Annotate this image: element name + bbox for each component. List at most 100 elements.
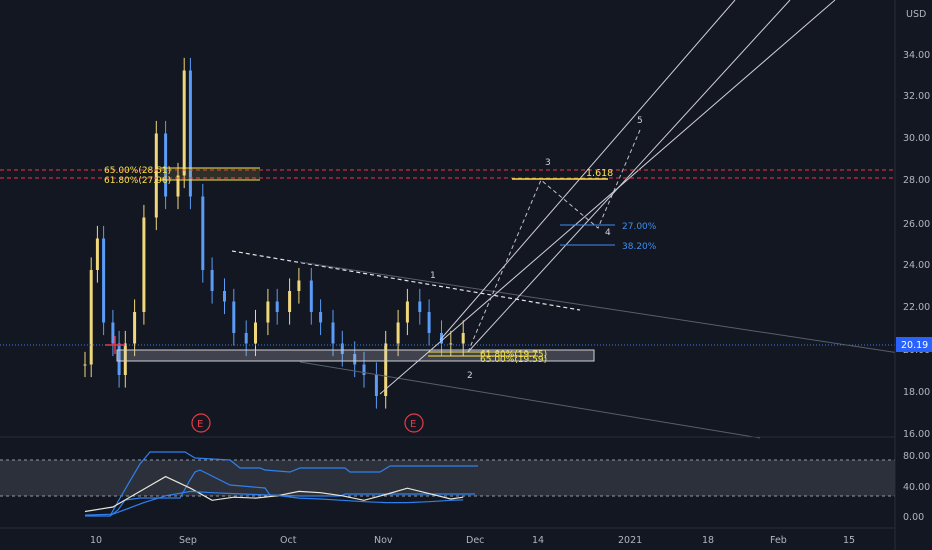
- oscillator-signal-line: [84, 490, 464, 516]
- candle-body: [362, 364, 366, 375]
- fib-lower-label-1: 61.80%(19.75): [480, 350, 547, 360]
- fib-mid-label-1: 27.00%: [622, 222, 657, 232]
- wave-label-1: 1: [430, 271, 436, 281]
- x-tick-label: Feb: [770, 535, 787, 546]
- candle-body: [102, 238, 106, 323]
- x-tick-label: Oct: [280, 535, 297, 546]
- candle-body: [142, 217, 146, 312]
- x-tick-label: Nov: [374, 535, 393, 546]
- earnings-label-1: E: [197, 419, 203, 430]
- osc-tick-label: 80.00: [903, 451, 930, 462]
- x-tick-label: 15: [843, 535, 855, 546]
- candle-body: [164, 133, 168, 197]
- candle-body: [154, 133, 158, 218]
- fib-ext-label: 1.618: [586, 168, 613, 179]
- candle-body: [117, 343, 121, 375]
- fib-upper-label-1: 65.00%(28.51): [104, 166, 171, 176]
- last-price-value: 20.19: [901, 340, 928, 351]
- candle-body: [297, 280, 301, 291]
- wave-label-3: 3: [545, 158, 551, 168]
- price-series: [83, 57, 465, 409]
- candle-body: [244, 333, 248, 344]
- oscillator-channel-lower: [109, 469, 475, 517]
- x-tick-label: Dec: [466, 535, 484, 546]
- candle-body: [340, 343, 344, 354]
- last-price-badge: [896, 337, 932, 352]
- channel-upper-line[interactable]: [379, 0, 836, 395]
- channel-mid-line[interactable]: [467, 0, 791, 353]
- oscillator-channel-upper: [85, 451, 478, 517]
- y-tick-label: 30.00: [903, 133, 930, 144]
- osc-tick-label: 40.00: [903, 482, 930, 493]
- candle-body: [353, 354, 357, 365]
- y-tick-label: 28.00: [903, 175, 930, 186]
- y-tick-label: 22.00: [903, 302, 930, 313]
- osc-tick-label: 0.00: [903, 512, 924, 523]
- candle-body: [111, 322, 115, 344]
- long-trendline-lower[interactable]: [299, 361, 761, 439]
- candle-body: [405, 301, 409, 323]
- elliott-projection-path[interactable]: [467, 129, 641, 353]
- oscillator-main-line: [84, 475, 464, 513]
- fib-upper-label-2: 61.80%(27.96): [104, 176, 171, 186]
- x-tick-label: 2021: [618, 535, 642, 546]
- candle-body: [232, 301, 236, 333]
- crosshair-marker: [105, 336, 125, 354]
- candle-body: [188, 70, 192, 197]
- candle-body: [418, 301, 422, 312]
- x-tick-label: 14: [532, 535, 544, 546]
- candle-body: [176, 175, 180, 197]
- x-tick-label: Sep: [179, 535, 197, 546]
- wave-label-5: 5: [637, 116, 643, 126]
- candle-body: [182, 70, 186, 176]
- resistance-dashed-trendline[interactable]: [231, 250, 581, 311]
- candle-body: [275, 301, 279, 312]
- candle-body: [133, 312, 137, 344]
- fib-upper-zone: [160, 168, 260, 180]
- wave-label-2: 2: [467, 371, 473, 381]
- candle-body: [331, 322, 335, 344]
- fib-mid-label-2: 38.20%: [622, 242, 657, 252]
- annotation-labels: 65.00%(28.51) 61.80%(27.96) 1.618 61.80%…: [104, 116, 657, 433]
- price-pane[interactable]: [0, 57, 895, 409]
- candle-body: [461, 333, 465, 344]
- channel-top-line[interactable]: [439, 0, 736, 341]
- y-tick-label: 32.00: [903, 91, 930, 102]
- fib-lower-label-2: 65.00%(19.59): [480, 355, 547, 365]
- x-tick-label: 10: [90, 535, 102, 546]
- support-zone-rect[interactable]: [116, 349, 595, 362]
- drawing-tools[interactable]: [0, 0, 932, 439]
- candle-body: [83, 364, 87, 366]
- price-axis-background: [895, 0, 932, 550]
- candle-body: [288, 291, 292, 312]
- candle-body: [384, 343, 388, 396]
- candle-body: [201, 196, 205, 270]
- candle-body: [223, 291, 226, 302]
- x-tick-label: 18: [702, 535, 714, 546]
- earnings-marker-1[interactable]: [191, 413, 211, 433]
- y-tick-label: 24.00: [903, 260, 930, 271]
- long-trendline-upper[interactable]: [299, 261, 932, 359]
- candle-body: [266, 301, 270, 323]
- candle-body: [309, 280, 313, 312]
- candle-body: [254, 322, 257, 344]
- earnings-marker-2[interactable]: [404, 413, 424, 433]
- earnings-label-2: E: [410, 419, 416, 430]
- candle-body: [449, 343, 453, 345]
- y-tick-label: 18.00: [903, 387, 930, 398]
- time-axis[interactable]: 10 Sep Oct Nov Dec 14 2021 18 Feb 15: [0, 527, 895, 546]
- price-axis[interactable]: USD 34.00 32.00 30.00 28.00 26.00 24.00 …: [894, 0, 932, 550]
- oscillator-pane[interactable]: [0, 451, 895, 517]
- candle-body: [374, 375, 378, 396]
- currency-label: USD: [906, 9, 926, 20]
- candle-body: [123, 343, 127, 375]
- wave-label-4: 4: [605, 228, 611, 238]
- candle-body: [396, 322, 400, 344]
- y-tick-label: 16.00: [903, 429, 930, 440]
- candle-body: [210, 270, 214, 291]
- y-tick-label: 26.00: [903, 219, 930, 230]
- y-tick-label: 34.00: [903, 50, 930, 61]
- candle-body: [95, 238, 99, 270]
